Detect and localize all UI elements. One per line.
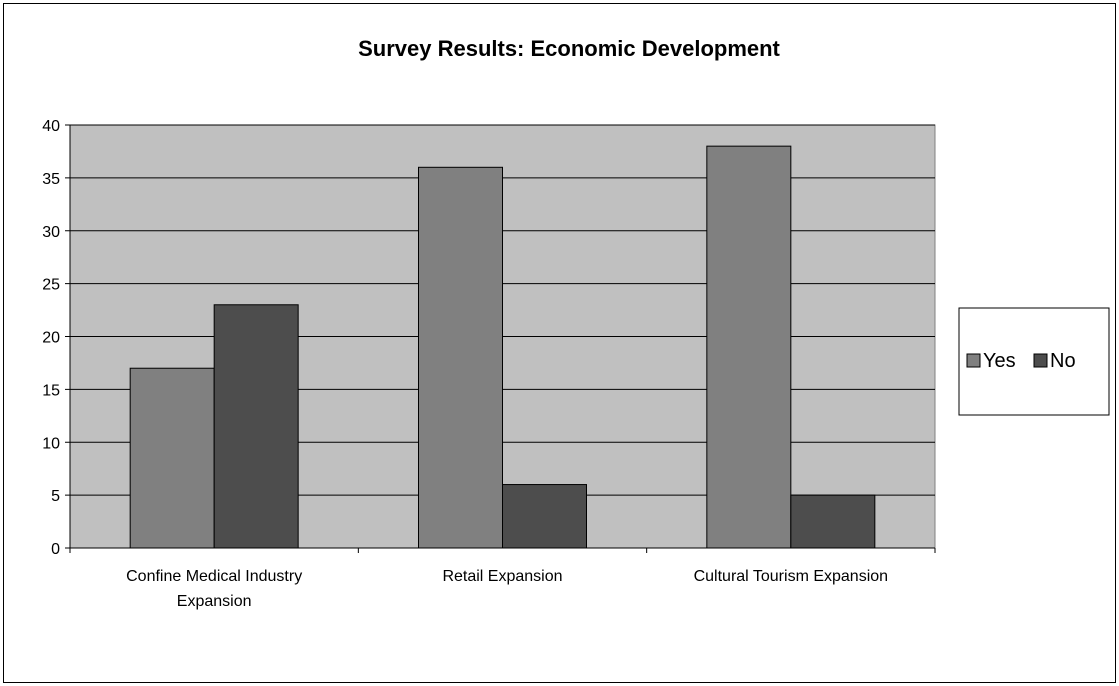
- x-category-label: Confine Medical Industry: [126, 568, 302, 585]
- x-category-label: Retail Expansion: [442, 568, 562, 585]
- y-tick-label: 30: [42, 224, 60, 241]
- bar-yes-2: [418, 166, 503, 549]
- y-tick-label: 25: [42, 277, 60, 294]
- bar-yes-1: [129, 367, 215, 549]
- x-category-label: Cultural Tourism Expansion: [694, 568, 888, 585]
- y-tick-label: 0: [51, 541, 60, 558]
- x-axis-categories: Confine Medical Industry Expansion Retail …: [126, 568, 888, 610]
- y-axis-ticks: 0 5 10 15 20 25 30 35 40: [42, 118, 70, 558]
- bar-yes-3: [706, 145, 792, 549]
- y-tick-label: 15: [42, 382, 60, 399]
- bar-no-2: [502, 484, 587, 549]
- y-tick-label: 10: [42, 435, 60, 452]
- y-tick-label: 20: [42, 330, 60, 347]
- legend-label-no: No: [1050, 350, 1076, 372]
- bar-no-1: [213, 304, 299, 549]
- legend-swatch-no: [1033, 353, 1048, 368]
- legend-swatch-yes: [966, 353, 981, 368]
- chart-title: Survey Results: Economic Development: [358, 36, 780, 61]
- x-category-label: Expansion: [177, 593, 252, 610]
- y-tick-label: 40: [42, 118, 60, 135]
- bars: [129, 145, 876, 549]
- y-tick-label: 35: [42, 171, 60, 188]
- y-tick-label: 5: [51, 488, 60, 505]
- legend: Yes No: [958, 307, 1110, 416]
- legend-label-yes: Yes: [983, 350, 1016, 372]
- bar-no-3: [790, 494, 876, 549]
